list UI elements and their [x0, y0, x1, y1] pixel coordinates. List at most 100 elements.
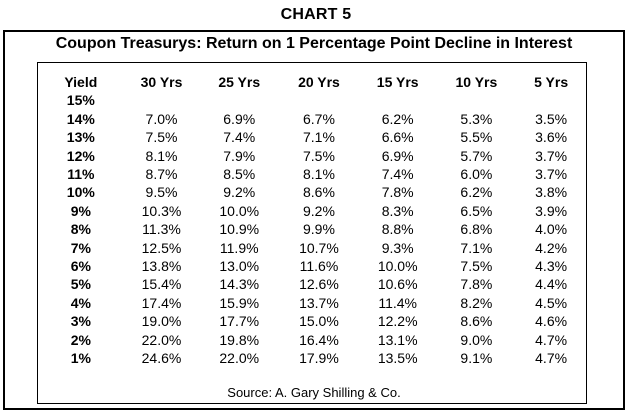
value-cell [516, 91, 586, 109]
value-cell: 6.9% [223, 110, 256, 127]
column-header: 20 Yrs [298, 74, 340, 90]
value-cell: 7.5% [145, 129, 178, 146]
yield-cell: 12% [66, 147, 95, 164]
value-cell: 6.6% [381, 129, 414, 146]
value-cell: 9.1% [460, 350, 493, 367]
value-cell: 9.2% [223, 184, 256, 201]
value-cell: 9.2% [302, 202, 335, 219]
value-cell: 11.4% [378, 294, 418, 311]
value-cell: 6.7% [302, 110, 335, 127]
value-cell: 3.7% [535, 147, 568, 164]
table-box: Yield 30 Yrs 25 Yrs 20 Yrs 15 Yrs 10 Yrs 5 Yrs… [37, 62, 587, 404]
value-cell: 7.1% [302, 129, 335, 146]
value-cell [437, 91, 517, 109]
value-cell: 4.0% [535, 221, 568, 238]
value-cell: 15.9% [219, 294, 260, 311]
value-cell: 8.7% [145, 166, 178, 183]
value-cell: 6.5% [460, 202, 493, 219]
column-header: 10 Yrs [455, 74, 498, 90]
value-cell: 7.9% [223, 147, 256, 164]
yield-cell: 13% [66, 129, 95, 146]
value-cell [199, 91, 279, 109]
value-cell: 14.3% [219, 276, 260, 293]
value-cell: 4.7% [535, 350, 568, 367]
yield-cell: 1% [70, 350, 91, 367]
value-cell: 22.0% [219, 350, 260, 367]
value-cell: 10.7% [299, 239, 339, 256]
value-cell: 11.6% [299, 258, 339, 275]
value-cell: 7.4% [381, 166, 414, 183]
table-row: 2% 22.0% 19.8% 16.4% 13.1% 9.0% 4.7% [38, 331, 586, 349]
table-row: 9% 10.3% 10.0% 9.2% 8.3% 6.5% 3.9% [38, 202, 586, 220]
chart-label: CHART 5 [280, 6, 352, 23]
value-cell: 6.9% [381, 147, 414, 164]
value-cell: 6.2% [381, 110, 414, 127]
value-cell: 5.5% [460, 129, 493, 146]
table-row: 4% 17.4% 15.9% 13.7% 11.4% 8.2% 4.5% [38, 294, 586, 312]
value-cell: 17.4% [141, 294, 182, 311]
value-cell: 3.7% [535, 166, 568, 183]
value-cell: 8.5% [223, 166, 256, 183]
table-row: 14% 7.0% 6.9% 6.7% 6.2% 5.3% 3.5% [38, 110, 586, 128]
value-cell: 8.1% [302, 166, 335, 183]
value-cell: 5.7% [460, 147, 493, 164]
chart-frame: Coupon Treasurys: Return on 1 Percentage… [3, 30, 625, 410]
value-cell: 8.6% [302, 184, 335, 201]
yield-cell: 7% [70, 239, 91, 256]
value-cell: 3.5% [535, 110, 568, 127]
value-cell: 4.6% [535, 313, 568, 330]
table-row: 11% 8.7% 8.5% 8.1% 7.4% 6.0% 3.7% [38, 165, 586, 183]
value-cell: 7.5% [302, 147, 335, 164]
data-table: Yield 30 Yrs 25 Yrs 20 Yrs 15 Yrs 10 Yrs 5 Yrs… [38, 73, 586, 368]
value-cell [124, 91, 200, 109]
yield-cell: 8% [70, 221, 91, 238]
value-cell [279, 91, 359, 109]
yield-cell: 9% [70, 202, 91, 219]
value-cell: 17.7% [219, 313, 260, 330]
table-row: 1% 24.6% 22.0% 17.9% 13.5% 9.1% 4.7% [38, 349, 586, 367]
value-cell: 4.4% [535, 276, 568, 293]
value-cell: 19.0% [141, 313, 182, 330]
value-cell: 8.1% [145, 147, 178, 164]
value-cell: 10.6% [377, 276, 418, 293]
value-cell: 9.3% [381, 239, 414, 256]
value-cell: 8.6% [460, 313, 493, 330]
value-cell: 7.8% [381, 184, 414, 201]
value-cell: 7.5% [460, 258, 493, 275]
source-note: Source: A. Gary Shilling & Co. [227, 385, 401, 400]
value-cell [359, 91, 437, 109]
value-cell: 19.8% [219, 331, 260, 348]
value-cell: 10.9% [219, 221, 260, 238]
value-cell: 10.3% [141, 202, 182, 219]
table-row: 13% 7.5% 7.4% 7.1% 6.6% 5.5% 3.6% [38, 128, 586, 146]
yield-cell: 4% [70, 294, 91, 311]
value-cell: 3.9% [535, 202, 568, 219]
column-header: 25 Yrs [218, 74, 261, 90]
header-row: Yield 30 Yrs 25 Yrs 20 Yrs 15 Yrs 10 Yrs 5 Yrs [38, 73, 586, 91]
value-cell: 7.0% [145, 110, 178, 127]
value-cell: 16.4% [299, 331, 339, 348]
value-cell: 15.4% [141, 276, 182, 293]
value-cell: 7.1% [460, 239, 493, 256]
yield-cell: 6% [70, 258, 91, 275]
value-cell: 8.2% [460, 294, 493, 311]
value-cell: 3.8% [535, 184, 568, 201]
column-header: 5 Yrs [534, 74, 569, 90]
value-cell: 13.0% [219, 258, 260, 275]
value-cell: 4.7% [535, 331, 568, 348]
yield-cell: 5% [70, 276, 91, 293]
table-body: 15% 14% 7.0% 6.9% 6.7% 6.2% 5.3% 3.5% 13% 7.5% 7.4… [38, 91, 586, 367]
table-row: 5% 15.4% 14.3% 12.6% 10.6% 7.8% 4.4% [38, 275, 586, 293]
value-cell: 4.2% [535, 239, 568, 256]
value-cell: 7.4% [223, 129, 256, 146]
value-cell: 6.0% [460, 166, 493, 183]
table-row: 7% 12.5% 11.9% 10.7% 9.3% 7.1% 4.2% [38, 239, 586, 257]
chart-title: Coupon Treasurys: Return on 1 Percentage… [55, 35, 573, 52]
table-row: 3% 19.0% 17.7% 15.0% 12.2% 8.6% 4.6% [38, 312, 586, 330]
value-cell: 8.3% [381, 202, 414, 219]
value-cell: 13.8% [141, 258, 182, 275]
value-cell: 11.9% [219, 239, 259, 256]
column-header: 30 Yrs [140, 74, 183, 90]
table-row: 10% 9.5% 9.2% 8.6% 7.8% 6.2% 3.8% [38, 183, 586, 201]
value-cell: 12.6% [299, 276, 339, 293]
